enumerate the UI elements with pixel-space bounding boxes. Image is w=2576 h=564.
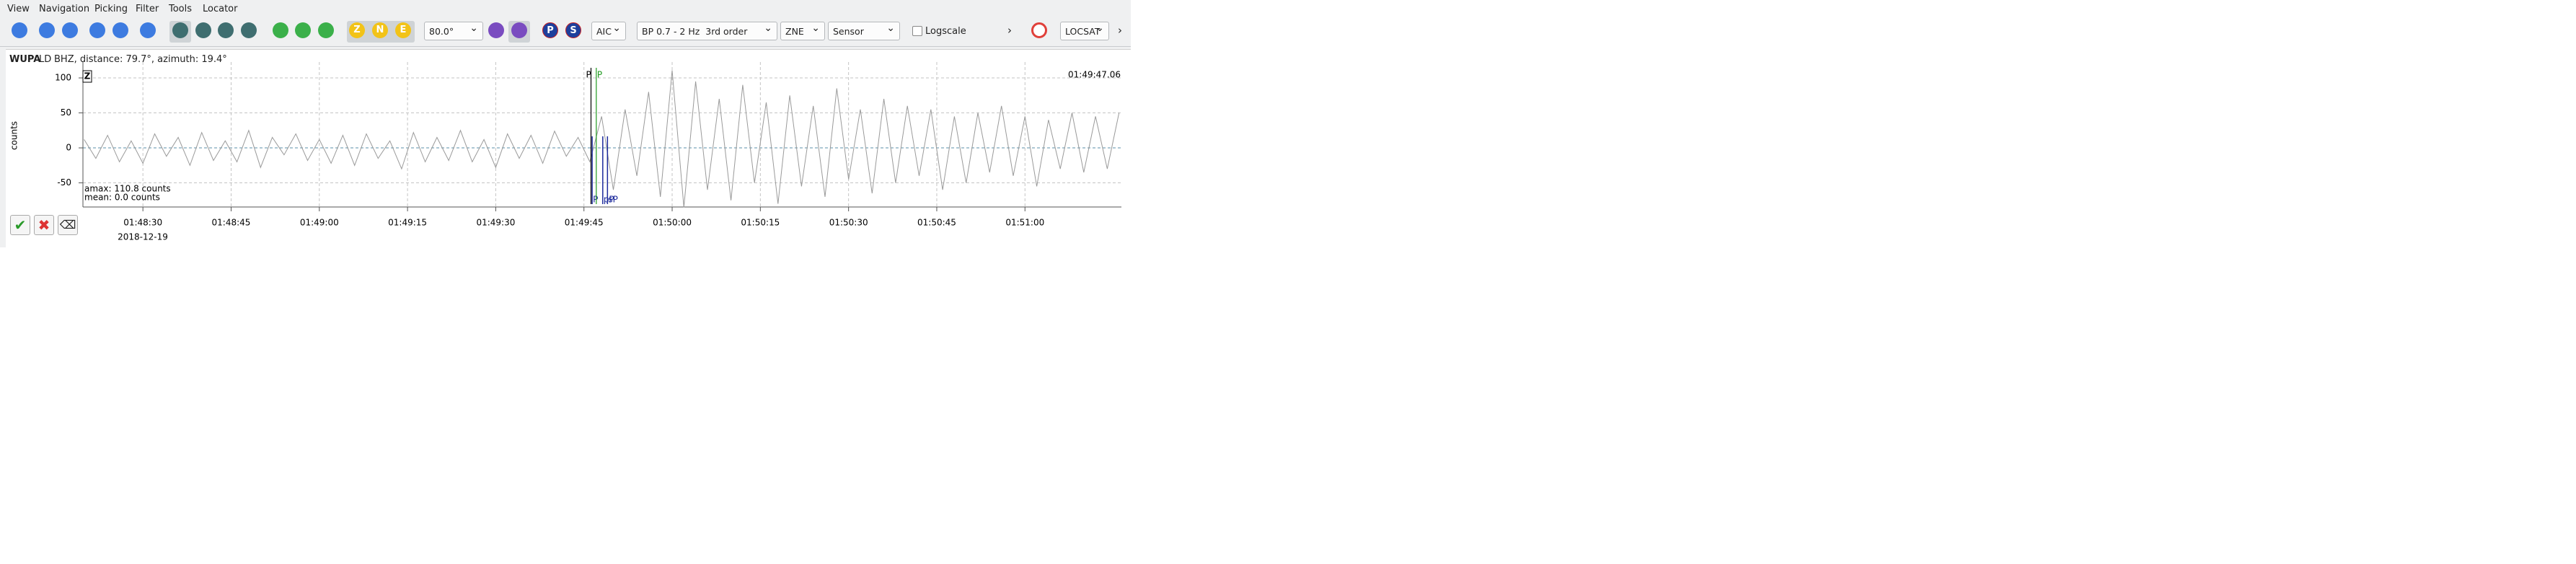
checkbox-label[interactable]: Logscale xyxy=(925,26,966,37)
pick-label: P xyxy=(586,70,591,80)
stat-text: mean: 0.0 counts xyxy=(84,193,160,203)
x-tick-label: 01:50:00 xyxy=(653,218,692,228)
filter-combo[interactable]: BP 0.7 - 2 Hz 3rd order xyxy=(637,22,777,40)
locator-combo[interactable]: LOCSAT xyxy=(1060,22,1109,40)
phase-button[interactable]: S xyxy=(565,22,581,38)
icon-button[interactable] xyxy=(218,22,234,38)
date-label: 2018-12-19 xyxy=(118,232,168,242)
angle-spinbox[interactable]: 80.0° xyxy=(424,22,483,40)
theoretical-label: P xyxy=(593,195,598,205)
menu-item[interactable]: Tools xyxy=(169,4,193,14)
menu-item[interactable]: Navigation xyxy=(39,4,90,14)
x-tick-label: 01:50:45 xyxy=(917,218,956,228)
trace-time: 01:49:47.06 xyxy=(1068,70,1121,80)
icon-button[interactable] xyxy=(89,22,105,38)
icon-button[interactable] xyxy=(113,22,128,38)
unit-combo[interactable]: Sensor xyxy=(828,22,900,40)
overflow-arrow[interactable]: › xyxy=(1007,24,1012,37)
pick-label: P xyxy=(597,70,602,80)
component-label: Z xyxy=(84,71,91,81)
rotation-combo[interactable]: ZNE xyxy=(780,22,825,40)
icon-button[interactable] xyxy=(62,22,78,38)
station: WUPA xyxy=(9,54,41,65)
theoretical-label: sP xyxy=(608,195,618,205)
component-button[interactable]: E xyxy=(395,22,411,38)
picker-combo[interactable]: AIC xyxy=(591,22,626,40)
separator xyxy=(0,46,1131,47)
waveform xyxy=(84,70,1120,208)
y-tick-label: 0 xyxy=(66,143,71,153)
x-tick-label: 01:48:30 xyxy=(123,218,162,228)
icon-button[interactable] xyxy=(295,22,311,38)
component-button[interactable]: N xyxy=(372,22,388,38)
x-tick-label: 01:49:00 xyxy=(300,218,339,228)
icon-button[interactable] xyxy=(195,22,211,38)
icon-button[interactable] xyxy=(12,22,27,38)
accept-button[interactable]: ✔ xyxy=(10,215,30,235)
x-tick-label: 01:49:30 xyxy=(476,218,515,228)
x-tick-label: 01:50:30 xyxy=(829,218,868,228)
menu-item[interactable]: Picking xyxy=(94,4,128,14)
theoretical-label: pP xyxy=(604,195,614,205)
checkbox[interactable] xyxy=(912,26,922,36)
seismogram: counts -50 0 50 100 01:48:30 01:48:45 01:49:00… xyxy=(9,62,1121,242)
clear-button[interactable]: ⌫ xyxy=(58,215,78,235)
component-box xyxy=(82,70,92,83)
icon-button[interactable] xyxy=(172,22,188,38)
reject-button[interactable]: ✖ xyxy=(34,215,54,235)
stat-text: amax: 110.8 counts xyxy=(84,184,171,194)
icon-button[interactable] xyxy=(1031,22,1047,38)
menu-item[interactable]: View xyxy=(7,4,30,14)
overflow-arrow[interactable]: › xyxy=(1118,24,1122,37)
phase-button[interactable]: P xyxy=(542,22,558,38)
icon-button[interactable] xyxy=(273,22,288,38)
icon-button[interactable] xyxy=(241,22,257,38)
y-tick-label: -50 xyxy=(57,177,71,188)
component-button[interactable]: Z xyxy=(349,22,365,38)
icon-button[interactable] xyxy=(318,22,334,38)
y-tick-label: 100 xyxy=(55,73,71,83)
menu-item[interactable]: Filter xyxy=(136,4,159,14)
x-tick-label: 01:51:00 xyxy=(1005,218,1044,228)
y-tick-label: 50 xyxy=(61,107,71,118)
x-tick-label: 01:48:45 xyxy=(212,218,251,228)
network: LD xyxy=(39,54,52,65)
menu-item[interactable]: Locator xyxy=(203,4,238,14)
icon-button[interactable] xyxy=(511,22,527,38)
y-axis-label: counts xyxy=(9,121,19,150)
icon-button[interactable] xyxy=(140,22,156,38)
icon-button[interactable] xyxy=(39,22,55,38)
x-tick-label: 01:49:15 xyxy=(388,218,427,228)
x-tick-label: 01:50:15 xyxy=(741,218,780,228)
app-window: View Navigation Picking Filter Tools Loc… xyxy=(0,0,1131,247)
x-tick-label: 01:49:45 xyxy=(565,218,604,228)
trace-info: BHZ, distance: 79.7°, azimuth: 19.4° xyxy=(54,54,227,65)
icon-button[interactable] xyxy=(488,22,504,38)
